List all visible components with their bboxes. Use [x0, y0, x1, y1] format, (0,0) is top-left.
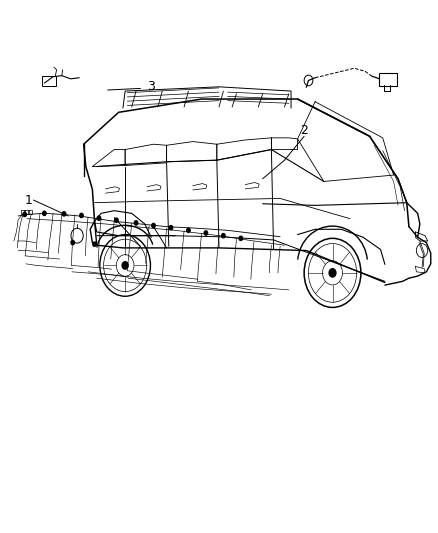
Text: 2: 2	[300, 124, 307, 138]
Circle shape	[93, 242, 96, 246]
Circle shape	[169, 225, 173, 230]
Circle shape	[152, 223, 155, 228]
Circle shape	[329, 269, 336, 277]
Circle shape	[239, 236, 243, 240]
Circle shape	[187, 228, 190, 232]
Circle shape	[42, 211, 46, 215]
Circle shape	[80, 213, 83, 217]
Circle shape	[62, 212, 66, 216]
Circle shape	[23, 212, 26, 216]
Circle shape	[122, 262, 128, 269]
Text: 3: 3	[147, 80, 155, 93]
Circle shape	[222, 233, 225, 238]
Circle shape	[134, 221, 138, 225]
Circle shape	[71, 240, 74, 245]
Text: 1: 1	[25, 193, 32, 207]
Circle shape	[115, 218, 118, 222]
Circle shape	[97, 216, 101, 220]
Circle shape	[204, 231, 208, 235]
